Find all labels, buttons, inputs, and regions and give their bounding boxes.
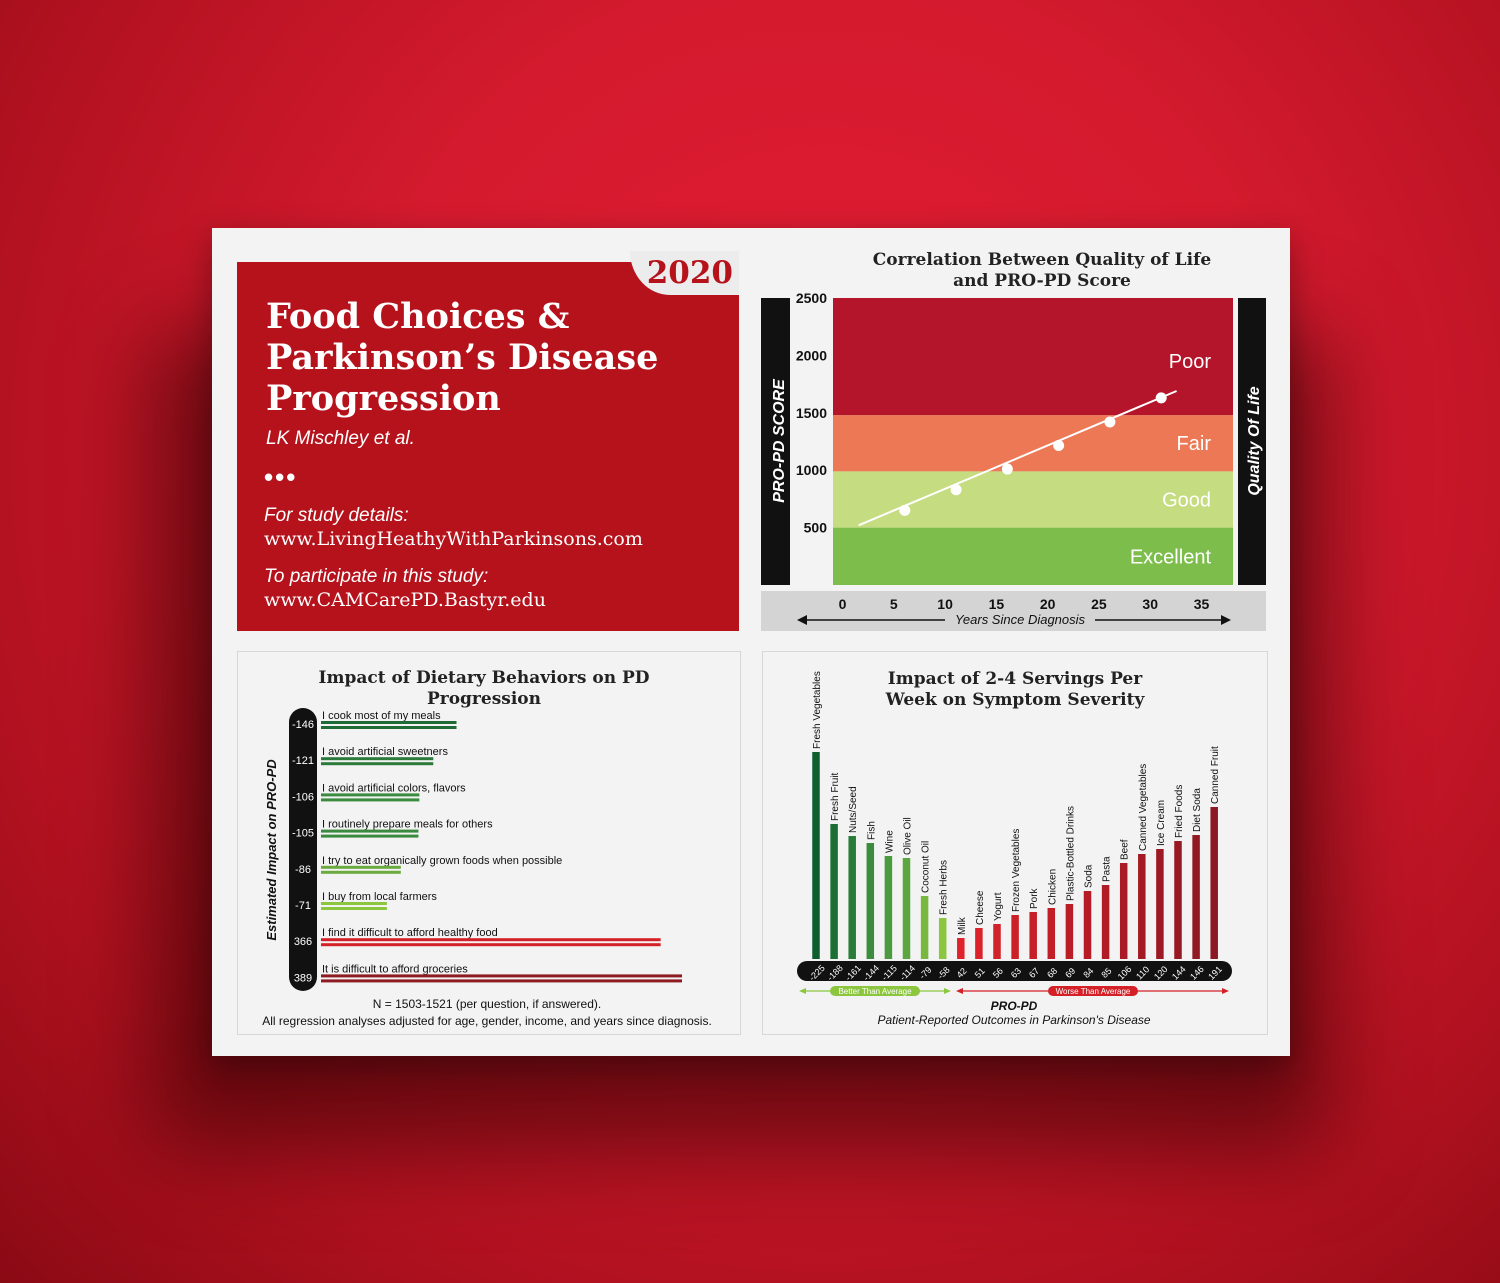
title-line: Food Choices & <box>266 296 570 337</box>
participate-label: To participate in this study: <box>264 566 489 587</box>
chart2-title: Impact of Dietary Behaviors on PD Progre… <box>318 668 650 709</box>
chart1-title: Correlation Between Quality of Life and … <box>872 250 1212 291</box>
title-panel <box>237 262 739 631</box>
year-tab: 2020 <box>630 251 739 295</box>
dietary-behaviors-panel <box>237 651 741 1035</box>
title-line: Progression <box>266 378 501 419</box>
participate-link[interactable]: www.CAMCarePD.Bastyr.edu <box>264 589 546 611</box>
study-details-link[interactable]: www.LivingHeathyWithParkinsons.com <box>264 528 643 550</box>
study-details-label: For study details: <box>264 505 409 526</box>
ellipsis-dots: ••• <box>264 462 298 492</box>
main-title: Food Choices & Parkinson’s Disease Progr… <box>266 296 706 419</box>
title-line: Parkinson’s Disease <box>266 337 659 378</box>
authors: LK Mischley et al. <box>266 428 415 449</box>
chart3-title: Impact of 2-4 Servings Per Week on Sympt… <box>885 669 1145 710</box>
year-label: 2020 <box>646 255 733 291</box>
